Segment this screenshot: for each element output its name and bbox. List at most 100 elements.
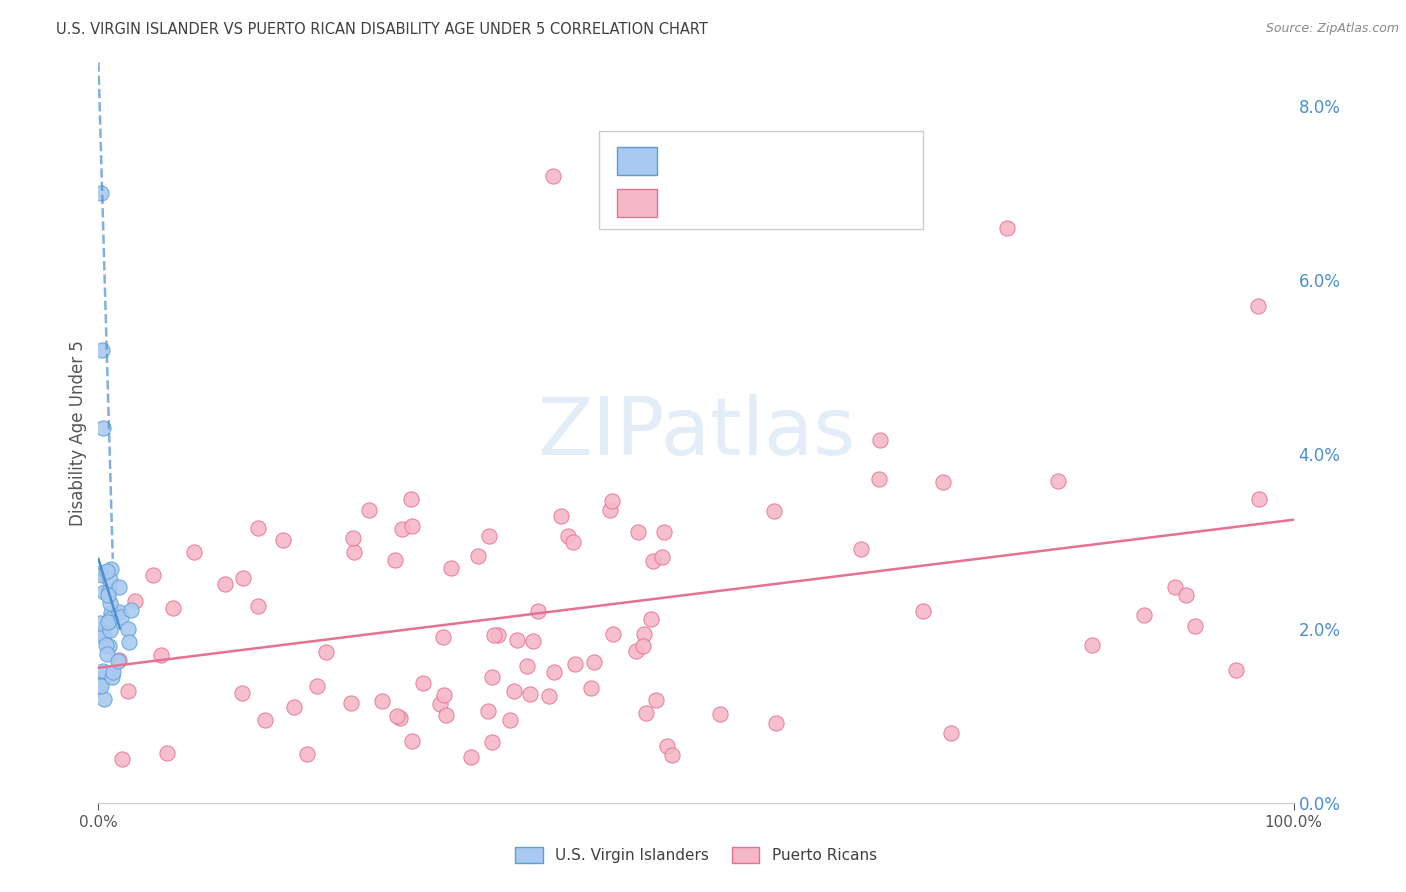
Point [98, 584, 121, 599]
Point [1225, 664, 1247, 678]
Point [583, 655, 606, 669]
Point [399, 492, 422, 507]
Point [315, 645, 337, 659]
Point [564, 657, 586, 671]
Text: R = 0.332   N = 37: R = 0.332 N = 37 [665, 151, 845, 169]
Point [307, 679, 329, 693]
Text: R = 0.290   N = 96: R = 0.290 N = 96 [665, 193, 845, 211]
Point [97, 639, 120, 653]
Point [440, 561, 463, 575]
Point [633, 626, 655, 640]
Point [156, 746, 179, 760]
Point [98, 623, 121, 637]
Point [765, 716, 787, 731]
Point [481, 735, 503, 749]
Point [538, 690, 561, 704]
Point [600, 493, 623, 508]
Point [550, 508, 572, 523]
Point [543, 665, 565, 679]
Point [506, 632, 529, 647]
Y-axis label: Disability Age Under 5: Disability Age Under 5 [69, 340, 87, 525]
Text: ZIPatlas: ZIPatlas [537, 393, 855, 472]
Point [91, 627, 114, 641]
Point [467, 549, 489, 563]
Point [433, 688, 456, 702]
Point [602, 627, 624, 641]
Point [522, 633, 544, 648]
Point [911, 604, 934, 618]
Point [271, 533, 294, 547]
Point [477, 704, 499, 718]
Point [526, 604, 548, 618]
Point [111, 752, 134, 766]
Point [939, 726, 962, 740]
Point [516, 659, 538, 673]
Point [1132, 608, 1154, 623]
Point [482, 628, 505, 642]
Point [932, 475, 955, 489]
Point [359, 502, 381, 516]
Point [641, 554, 664, 568]
Point [412, 676, 434, 690]
Point [1046, 475, 1069, 489]
Point [91, 421, 114, 435]
Point [183, 544, 205, 558]
Point [499, 714, 522, 728]
Point [96, 564, 118, 578]
Point [1174, 588, 1197, 602]
Point [108, 653, 131, 667]
Point [1247, 299, 1270, 313]
Point [389, 711, 412, 725]
Point [709, 707, 731, 722]
Point [101, 665, 124, 679]
Point [851, 541, 873, 556]
Point [651, 549, 673, 564]
Text: U.S. VIRGIN ISLANDER VS PUERTO RICAN DISABILITY AGE UNDER 5 CORRELATION CHART: U.S. VIRGIN ISLANDER VS PUERTO RICAN DIS… [56, 22, 709, 37]
Point [98, 573, 121, 587]
Point [149, 648, 172, 662]
Point [655, 739, 678, 753]
Legend: U.S. Virgin Islanders, Puerto Ricans: U.S. Virgin Islanders, Puerto Ricans [509, 841, 883, 869]
Point [100, 607, 122, 621]
Point [117, 683, 139, 698]
Point [631, 639, 654, 653]
Point [283, 700, 305, 714]
Point [640, 612, 662, 626]
Point [478, 529, 501, 543]
Point [93, 585, 115, 599]
Point [339, 696, 361, 710]
Point [247, 599, 270, 614]
Point [108, 580, 131, 594]
Point [97, 588, 120, 602]
Point [391, 522, 413, 536]
Point [101, 670, 124, 684]
Point [429, 698, 451, 712]
Point [91, 622, 114, 636]
Point [90, 566, 112, 581]
Point [1247, 491, 1270, 506]
Point [96, 648, 118, 662]
Point [110, 610, 132, 624]
Point [371, 694, 394, 708]
Point [561, 534, 583, 549]
Point [90, 680, 112, 694]
Point [644, 693, 666, 707]
Point [342, 531, 364, 545]
Point [247, 521, 270, 535]
Point [231, 686, 253, 700]
Point [599, 502, 621, 516]
Point [626, 644, 648, 658]
Point [763, 504, 786, 518]
Point [557, 529, 579, 543]
Point [401, 734, 423, 748]
Point [93, 692, 115, 706]
Point [90, 186, 112, 200]
Point [385, 708, 408, 723]
Point [434, 708, 457, 723]
Point [384, 553, 406, 567]
Point [481, 670, 503, 684]
Point [1164, 580, 1187, 594]
Point [91, 664, 114, 678]
Point [91, 343, 114, 357]
Point [142, 568, 165, 582]
